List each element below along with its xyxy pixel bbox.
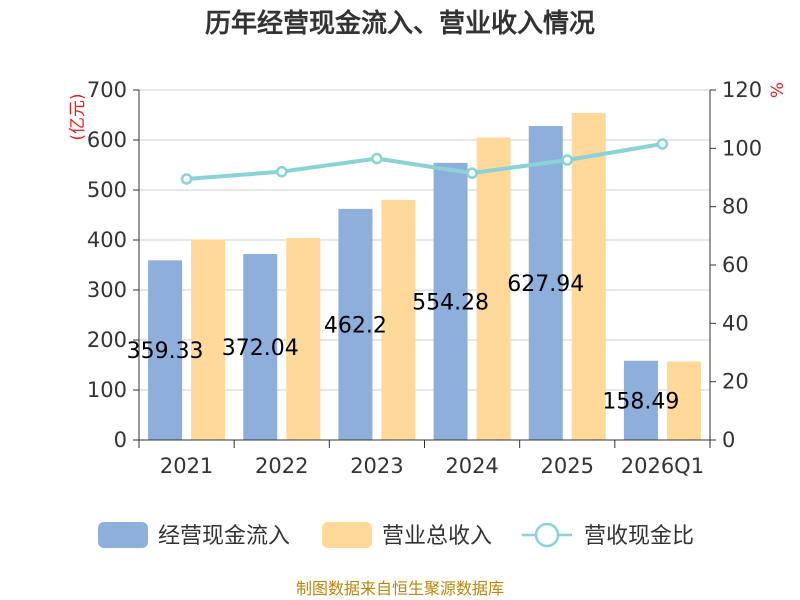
legend-label: 营业总收入 [382, 524, 492, 549]
legend-label: 营收现金比 [584, 524, 694, 549]
ratio-point [276, 165, 288, 178]
cash-inflow-bar [528, 126, 563, 440]
right-tick-label: 80 [722, 195, 749, 219]
right-tick-label: 100 [722, 136, 762, 160]
source-note: 制图数据来自恒生聚源数据库 [296, 579, 504, 598]
ratio-point [371, 152, 383, 165]
left-tick-label: 200 [87, 328, 127, 352]
left-tick-label: 100 [87, 378, 127, 402]
axes: 0 100 200 300 400 500 600 700 0 20 40 60 80 100 120 202… [87, 78, 762, 478]
bar-value-label: 462.2 [324, 313, 387, 338]
legend-swatch [322, 522, 372, 548]
left-tick-label: 300 [87, 278, 127, 302]
left-tick-label: 500 [87, 178, 127, 202]
revenue-bar [381, 200, 416, 440]
bar-value-labels: 359.33 372.04 462.2 554.28 627.94 158.49 [127, 272, 680, 414]
x-tick-label: 2026Q1 [621, 454, 704, 478]
revenue-bar [191, 239, 226, 440]
revenue-bar [286, 238, 321, 440]
legend: 经营现金流入 营业总收入 营收现金比 [98, 522, 694, 549]
revenue-bar [476, 137, 511, 440]
bar-value-label: 372.04 [222, 336, 299, 361]
x-tick-label: 2025 [541, 454, 594, 478]
revenue-bar [571, 113, 606, 440]
x-tick-label: 2022 [255, 454, 308, 478]
cash-inflow-bar [243, 253, 278, 440]
bar-marks [148, 113, 701, 441]
cash-inflow-bar [623, 360, 658, 440]
right-tick-label: 120 [722, 78, 762, 102]
legend-swatch [98, 522, 148, 548]
left-tick-label: 700 [87, 78, 127, 102]
left-tick-label: 400 [87, 228, 127, 252]
x-tick-label: 2021 [160, 454, 213, 478]
left-tick-label: 0 [114, 428, 127, 452]
ratio-point [656, 138, 669, 150]
right-tick-label: 20 [722, 370, 749, 394]
ratio-line [180, 138, 669, 185]
ratio-line-path [186, 141, 663, 181]
bar-value-label: 627.94 [507, 272, 584, 297]
left-tick-label: 600 [87, 128, 127, 152]
right-axis-unit: % [768, 82, 788, 98]
revenue-bar [666, 361, 701, 440]
cash-inflow-bar [338, 208, 373, 440]
cash-inflow-bar [433, 162, 468, 441]
right-tick-label: 60 [722, 253, 749, 277]
bar-value-label: 359.33 [127, 339, 204, 364]
x-tick-label: 2023 [350, 454, 403, 478]
left-axis-unit: (亿元) [68, 93, 88, 140]
right-tick-label: 40 [722, 311, 749, 335]
right-tick-label: 0 [722, 428, 735, 452]
ratio-point [561, 154, 573, 166]
bar-value-label: 158.49 [602, 389, 679, 414]
ratio-point [466, 167, 478, 179]
legend-label: 经营现金流入 [158, 524, 290, 549]
x-tick-label: 2024 [445, 454, 498, 478]
cash-inflow-bar [148, 260, 183, 440]
ratio-point [180, 173, 193, 185]
bar-value-label: 554.28 [412, 290, 489, 315]
grid-lines [139, 89, 710, 441]
chart-title: 历年经营现金流入、营业收入情况 [205, 8, 595, 39]
legend-marker [534, 522, 560, 548]
